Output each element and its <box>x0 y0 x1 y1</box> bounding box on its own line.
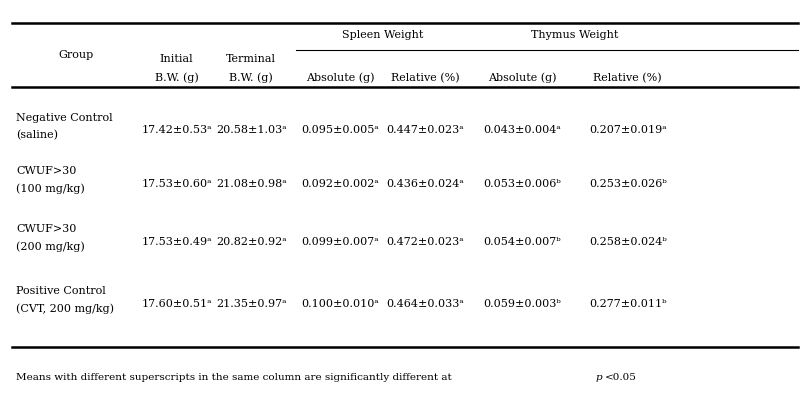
Text: Means with different superscripts in the same column are significantly different: Means with different superscripts in the… <box>16 373 455 382</box>
Text: 0.092±0.002ᵃ: 0.092±0.002ᵃ <box>301 179 379 189</box>
Text: 0.436±0.024ᵃ: 0.436±0.024ᵃ <box>386 179 464 189</box>
Text: 0.464±0.033ᵃ: 0.464±0.033ᵃ <box>386 299 464 309</box>
Text: 0.258±0.024ᵇ: 0.258±0.024ᵇ <box>589 237 667 247</box>
Text: 21.08±0.98ᵃ: 21.08±0.98ᵃ <box>215 179 287 189</box>
Text: 17.42±0.53ᵃ: 17.42±0.53ᵃ <box>141 125 212 135</box>
Text: B.W. (g): B.W. (g) <box>155 72 198 83</box>
Text: 0.053±0.006ᵇ: 0.053±0.006ᵇ <box>484 179 561 189</box>
Text: B.W. (g): B.W. (g) <box>229 72 273 83</box>
Text: 0.253±0.026ᵇ: 0.253±0.026ᵇ <box>589 179 667 189</box>
Text: 0.472±0.023ᵃ: 0.472±0.023ᵃ <box>386 237 464 247</box>
Text: 0.059±0.003ᵇ: 0.059±0.003ᵇ <box>484 299 561 309</box>
Text: 0.043±0.004ᵃ: 0.043±0.004ᵃ <box>484 125 561 135</box>
Text: CWUF>30: CWUF>30 <box>16 224 77 234</box>
Text: Group: Group <box>58 50 94 60</box>
Text: 0.099±0.007ᵃ: 0.099±0.007ᵃ <box>301 237 379 247</box>
Text: Initial: Initial <box>160 54 194 64</box>
Text: Negative Control: Negative Control <box>16 113 113 123</box>
Text: Absolute (g): Absolute (g) <box>488 72 556 83</box>
Text: 21.35±0.97ᵃ: 21.35±0.97ᵃ <box>215 299 287 309</box>
Text: 0.100±0.010ᵃ: 0.100±0.010ᵃ <box>301 299 379 309</box>
Text: (saline): (saline) <box>16 131 58 140</box>
Text: 17.53±0.49ᵃ: 17.53±0.49ᵃ <box>141 237 212 247</box>
Text: Positive Control: Positive Control <box>16 286 106 296</box>
Text: p: p <box>595 373 602 382</box>
Text: (100 mg/kg): (100 mg/kg) <box>16 183 85 194</box>
Text: (CVT, 200 mg/kg): (CVT, 200 mg/kg) <box>16 304 114 314</box>
Text: Relative (%): Relative (%) <box>594 73 662 83</box>
Text: 20.58±1.03ᵃ: 20.58±1.03ᵃ <box>215 125 287 135</box>
Text: 0.054±0.007ᵇ: 0.054±0.007ᵇ <box>484 237 561 247</box>
Text: 20.82±0.92ᵃ: 20.82±0.92ᵃ <box>215 237 287 247</box>
Text: Thymus Weight: Thymus Weight <box>531 30 619 40</box>
Text: Spleen Weight: Spleen Weight <box>342 30 423 40</box>
Text: 0.277±0.011ᵇ: 0.277±0.011ᵇ <box>589 299 667 309</box>
Text: Absolute (g): Absolute (g) <box>306 72 374 83</box>
Text: <0.05: <0.05 <box>605 373 637 382</box>
Text: (200 mg/kg): (200 mg/kg) <box>16 242 85 252</box>
Text: CWUF>30: CWUF>30 <box>16 166 77 176</box>
Text: Terminal: Terminal <box>226 54 276 64</box>
Text: 0.095±0.005ᵃ: 0.095±0.005ᵃ <box>301 125 379 135</box>
Text: Relative (%): Relative (%) <box>391 73 459 83</box>
Text: 0.447±0.023ᵃ: 0.447±0.023ᵃ <box>386 125 464 135</box>
Text: 17.53±0.60ᵃ: 17.53±0.60ᵃ <box>141 179 212 189</box>
Text: 17.60±0.51ᵃ: 17.60±0.51ᵃ <box>141 299 212 309</box>
Text: 0.207±0.019ᵃ: 0.207±0.019ᵃ <box>589 125 667 135</box>
